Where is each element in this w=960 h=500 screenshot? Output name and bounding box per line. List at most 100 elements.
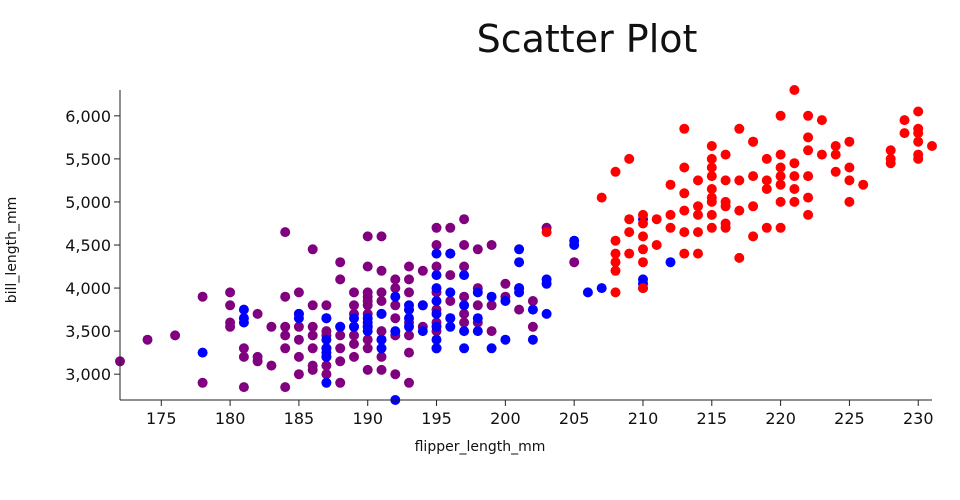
data-point	[445, 321, 456, 332]
data-point	[417, 265, 428, 276]
data-point	[321, 313, 332, 324]
data-point	[472, 300, 483, 311]
data-point	[514, 304, 525, 315]
data-point	[293, 313, 304, 324]
data-point	[459, 261, 470, 272]
data-point	[830, 149, 841, 160]
chart-title: Scatter Plot	[477, 17, 698, 61]
data-point	[280, 343, 291, 354]
data-point	[624, 227, 635, 238]
y-tick-label: 3,000	[65, 365, 111, 384]
y-tick-label: 4,000	[65, 279, 111, 298]
data-point	[610, 248, 621, 259]
data-point	[679, 248, 690, 259]
data-point	[610, 287, 621, 298]
data-point	[734, 252, 745, 263]
data-point	[362, 364, 373, 375]
data-point	[376, 296, 387, 306]
data-point	[459, 308, 470, 319]
data-point	[307, 244, 318, 255]
data-point	[404, 377, 414, 388]
data-point	[527, 296, 538, 306]
data-point	[720, 218, 731, 229]
data-point	[335, 321, 346, 332]
data-point	[225, 287, 236, 298]
data-point	[789, 158, 800, 169]
x-axis-label: flipper_length_mm	[415, 439, 546, 455]
x-tick-label: 220	[765, 409, 796, 428]
y-tick-label: 5,000	[65, 193, 111, 212]
data-point	[638, 209, 648, 220]
data-point	[280, 227, 291, 238]
data-point	[472, 313, 483, 324]
data-point	[734, 205, 745, 216]
data-point	[307, 343, 318, 354]
data-point	[238, 304, 249, 315]
data-point	[349, 300, 359, 311]
data-point	[541, 227, 552, 238]
data-point	[569, 240, 580, 250]
data-point	[748, 231, 759, 242]
data-point	[307, 330, 318, 341]
data-point	[293, 321, 304, 332]
data-point	[734, 175, 745, 186]
data-point	[803, 132, 814, 143]
data-point	[459, 343, 470, 354]
data-point	[748, 201, 759, 212]
data-point	[238, 317, 249, 328]
data-point	[803, 209, 814, 220]
data-point	[376, 351, 387, 362]
data-point	[445, 222, 456, 233]
data-point	[720, 196, 731, 207]
data-point	[362, 326, 373, 337]
data-point	[693, 201, 703, 212]
data-point	[459, 270, 470, 281]
data-point	[404, 313, 414, 324]
x-tick-label: 215	[697, 409, 728, 428]
data-point	[610, 265, 621, 276]
y-tick-label: 4,500	[65, 236, 111, 255]
data-point	[789, 171, 800, 182]
data-point	[803, 145, 814, 156]
points-layer	[115, 85, 937, 405]
data-point	[638, 257, 648, 268]
data-point	[266, 321, 277, 332]
data-point	[459, 326, 470, 337]
data-point	[803, 110, 814, 121]
data-point	[170, 330, 181, 341]
data-point	[376, 343, 387, 354]
data-point	[665, 209, 676, 220]
data-point	[679, 162, 690, 173]
x-tick-label: 200	[490, 409, 521, 428]
data-point	[445, 248, 456, 259]
data-point	[459, 291, 470, 302]
data-point	[280, 382, 291, 393]
data-point	[734, 123, 745, 134]
data-point	[431, 283, 442, 294]
data-point	[362, 343, 373, 354]
data-point	[335, 343, 346, 354]
data-point	[913, 106, 924, 117]
data-point	[706, 171, 717, 182]
data-point	[885, 145, 896, 156]
data-point	[486, 291, 497, 302]
x-tick-label: 225	[834, 409, 865, 428]
data-point	[404, 274, 414, 285]
data-point	[706, 162, 717, 173]
data-point	[225, 321, 236, 332]
data-point	[307, 321, 318, 332]
data-point	[362, 300, 373, 311]
data-point	[390, 300, 401, 311]
data-point	[293, 287, 304, 298]
data-point	[486, 300, 497, 311]
data-point	[541, 308, 552, 319]
x-tick-label: 195	[421, 409, 452, 428]
data-point	[761, 222, 772, 233]
data-point	[638, 244, 648, 255]
data-point	[693, 227, 703, 238]
data-point	[225, 300, 236, 311]
data-point	[404, 261, 414, 272]
data-point	[404, 347, 414, 358]
data-point	[775, 196, 786, 207]
data-point	[252, 356, 263, 367]
